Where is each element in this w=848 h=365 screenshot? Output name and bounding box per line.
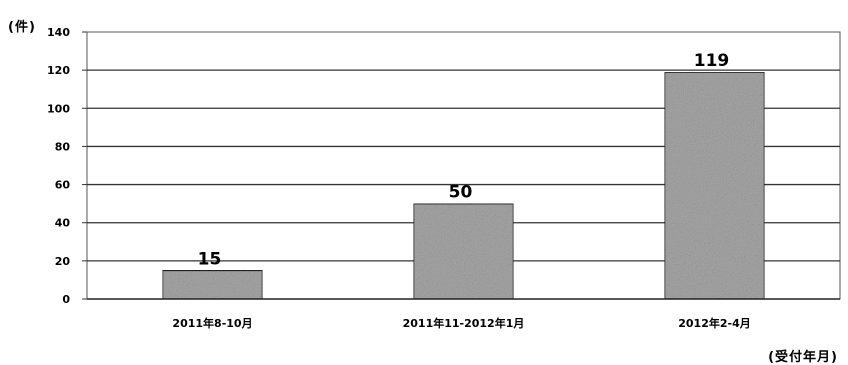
bar	[161, 269, 264, 300]
x-axis-unit-label: (受付年月)	[768, 350, 838, 365]
y-tick-label: 40	[55, 217, 71, 230]
y-axis-unit-label: (件)	[8, 20, 36, 35]
y-tick-label: 100	[47, 102, 70, 115]
data-label: 119	[694, 51, 730, 71]
bar	[412, 202, 515, 300]
y-tick-label: 80	[55, 140, 71, 153]
x-tick-label: 2012年2-4月	[678, 316, 751, 330]
x-tick-label: 2011年11-2012年1月	[403, 316, 525, 330]
y-tick-label: 0	[62, 293, 70, 306]
y-tick-label: 120	[47, 64, 70, 77]
bar	[663, 71, 766, 300]
y-tick-label: 20	[55, 255, 71, 268]
x-tick-label: 2011年8-10月	[172, 316, 252, 330]
y-tick-label: 140	[47, 26, 70, 39]
y-tick-label: 60	[55, 179, 71, 192]
data-label: 50	[449, 183, 473, 203]
data-label: 15	[198, 249, 222, 269]
